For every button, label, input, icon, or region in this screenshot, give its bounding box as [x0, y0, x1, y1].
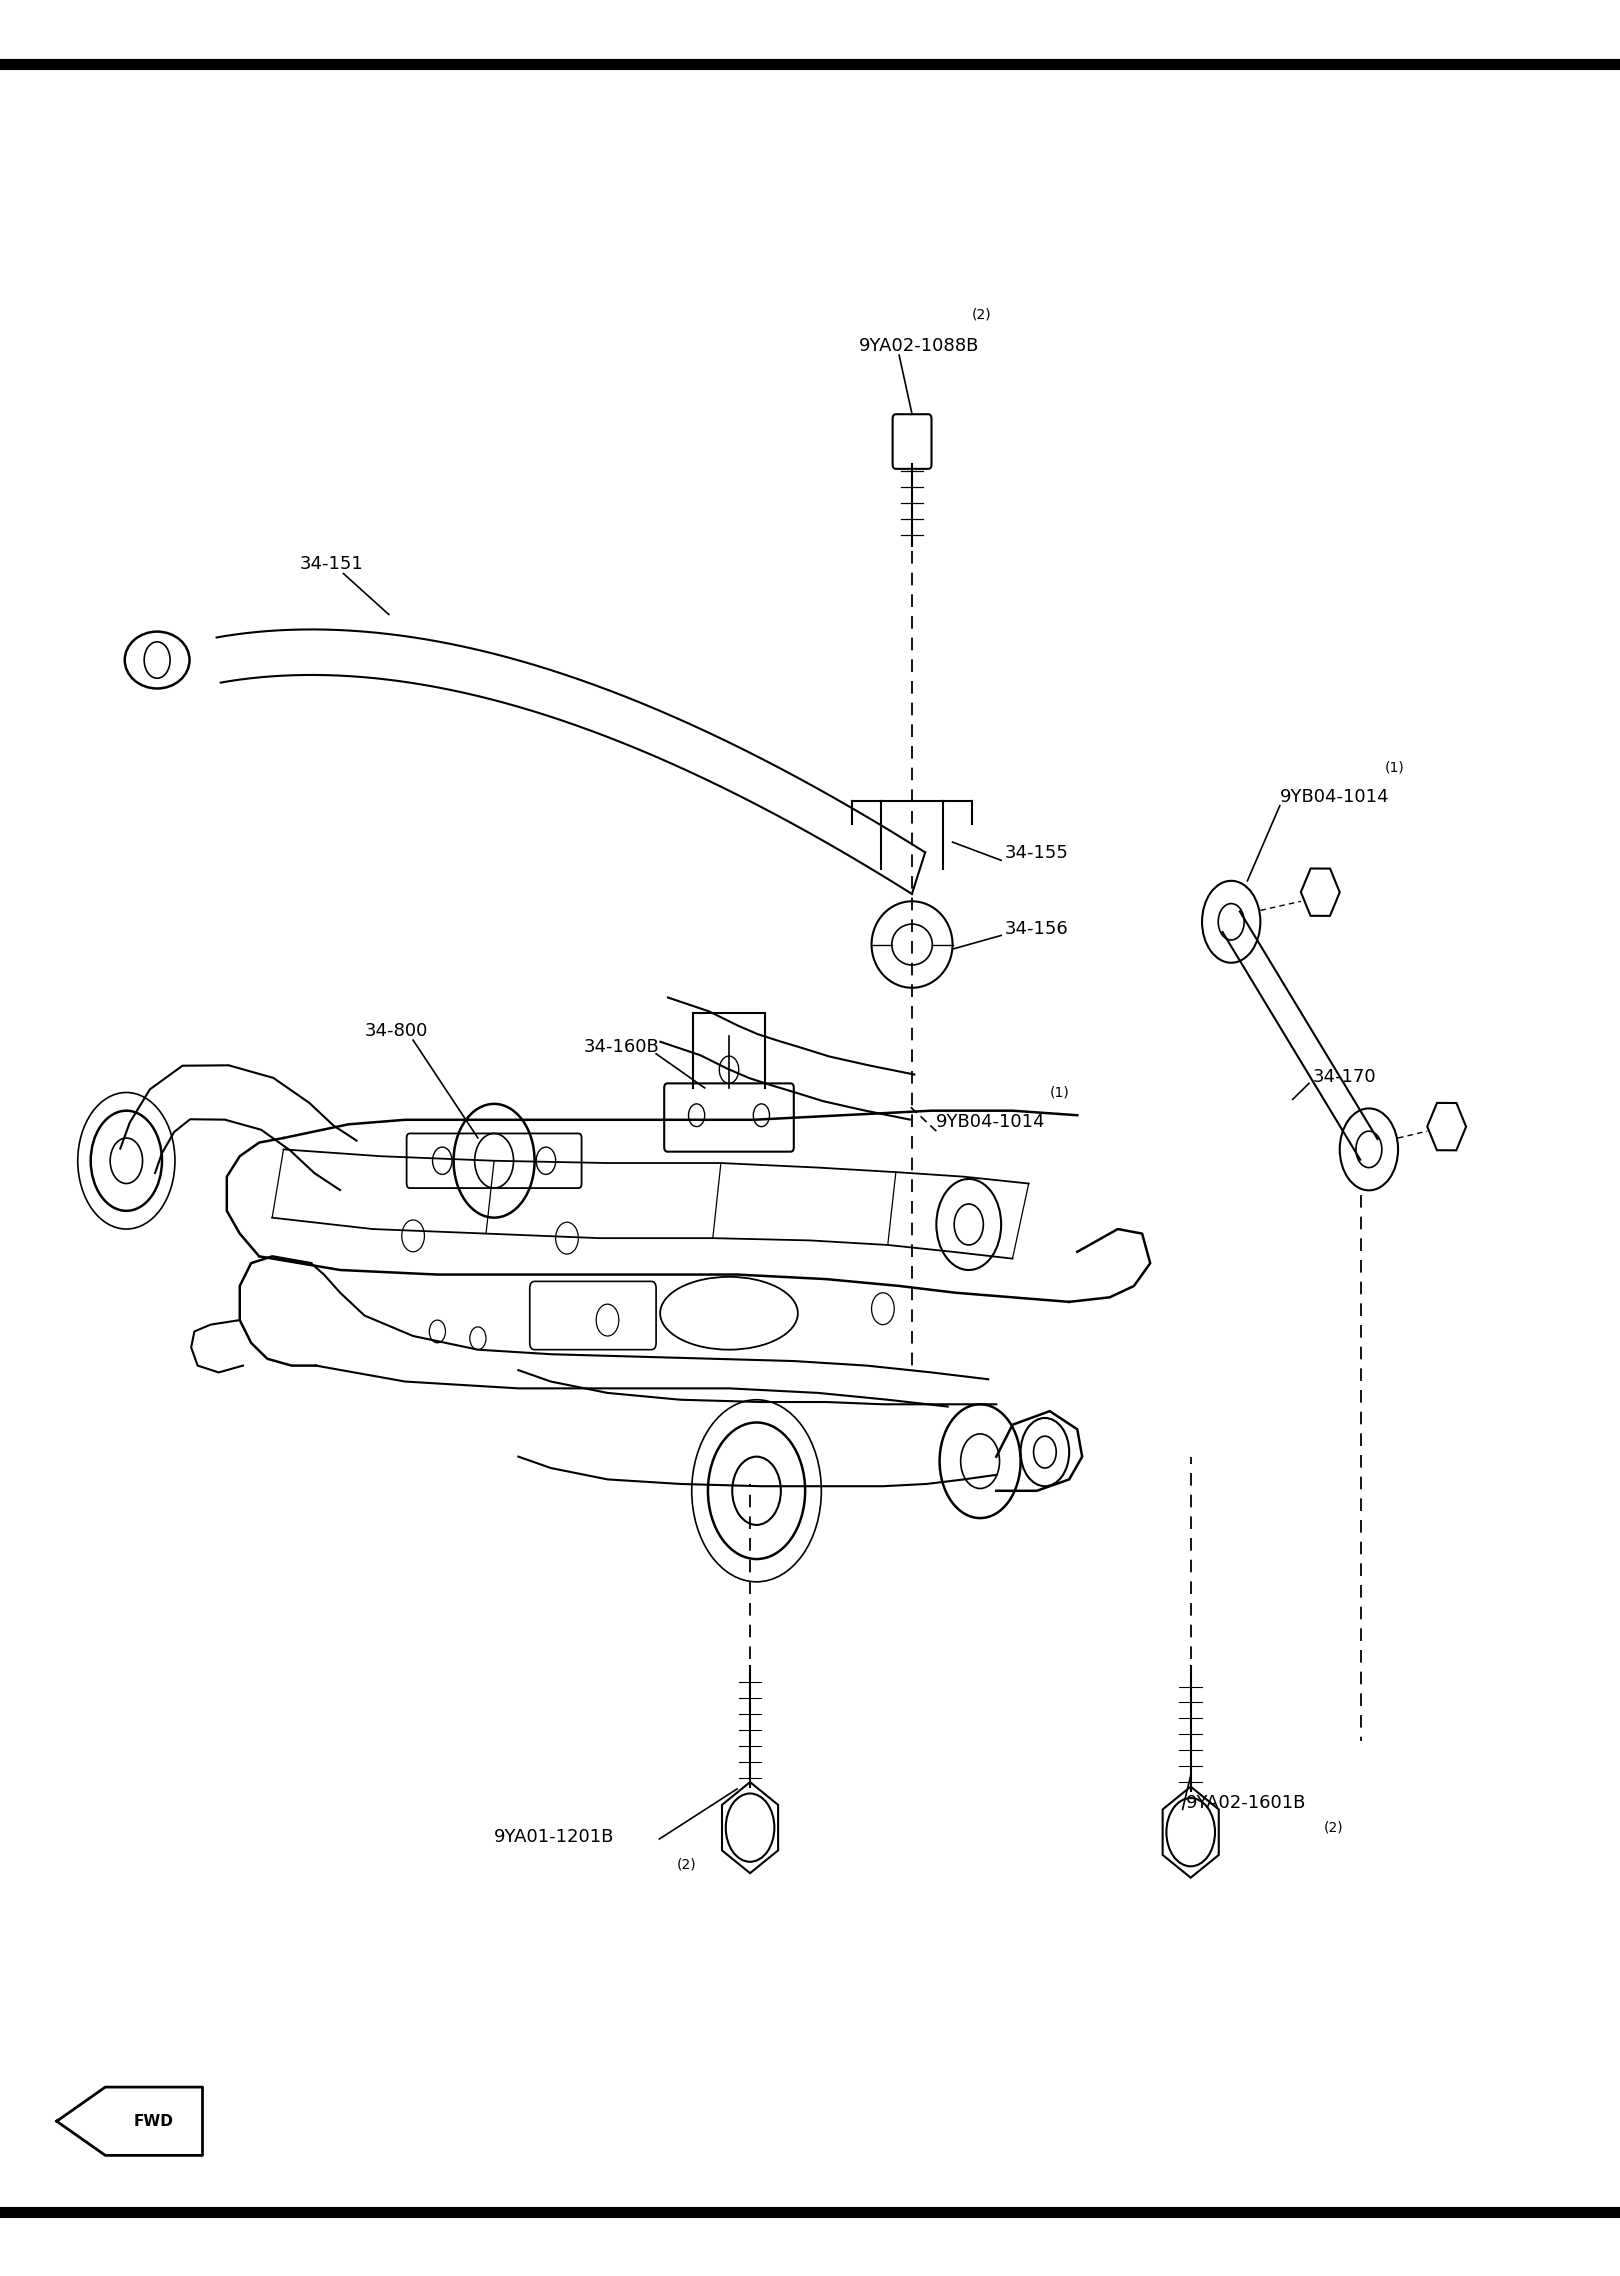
- Text: (2): (2): [972, 307, 991, 321]
- Text: 34-151: 34-151: [300, 555, 363, 574]
- Text: 9YA01-1201B: 9YA01-1201B: [494, 1828, 614, 1846]
- Text: 9YA02-1088B: 9YA02-1088B: [859, 337, 978, 355]
- Text: 9YB04-1014: 9YB04-1014: [1280, 787, 1390, 806]
- Text: 9YA02-1601B: 9YA02-1601B: [1186, 1793, 1306, 1812]
- Text: 34-156: 34-156: [1004, 920, 1068, 938]
- Text: 34-170: 34-170: [1312, 1067, 1375, 1086]
- Text: (2): (2): [677, 1857, 697, 1871]
- Text: (2): (2): [1324, 1821, 1343, 1834]
- Text: 34-800: 34-800: [364, 1022, 428, 1040]
- Text: (1): (1): [1385, 760, 1405, 774]
- Text: (1): (1): [1050, 1086, 1069, 1099]
- Text: FWD: FWD: [134, 2114, 173, 2128]
- Text: 9YB04-1014: 9YB04-1014: [936, 1113, 1047, 1131]
- Text: 34-160B: 34-160B: [583, 1038, 659, 1056]
- Text: 34-155: 34-155: [1004, 844, 1068, 863]
